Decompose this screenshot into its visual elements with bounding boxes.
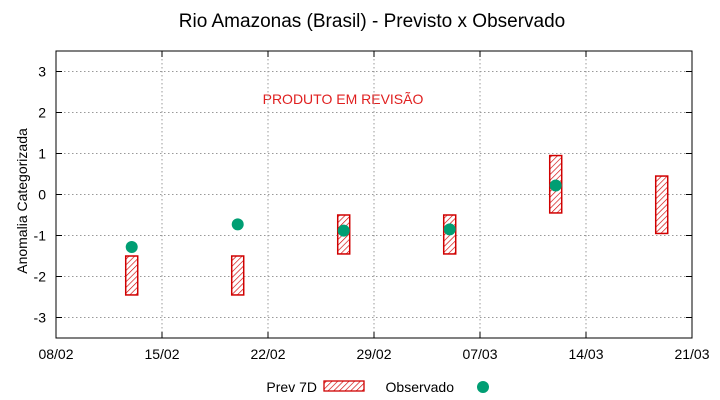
- legend-label-observed: Observado: [386, 379, 455, 395]
- forecast-range-bar: [124, 255, 139, 296]
- y-tick-label: 2: [38, 105, 46, 121]
- legend-swatch-observed: [477, 381, 489, 393]
- x-tick-label: 15/02: [144, 346, 179, 362]
- x-tick-label: 21/03: [674, 346, 709, 362]
- y-tick-label: 1: [38, 146, 46, 162]
- x-tick-label: 22/02: [250, 346, 285, 362]
- x-tick-label: 07/03: [462, 346, 497, 362]
- x-tick-label: 29/02: [356, 346, 391, 362]
- axis-ticks: -3 -2 -1 0 1 2 3 08/02 15/02 22/02 29/02 07/03 14/03…: [34, 51, 710, 362]
- observed-point: [443, 223, 456, 236]
- plot-frame: [55, 50, 693, 339]
- y-tick-label: -2: [34, 269, 47, 285]
- legend: Prev 7D Observado: [266, 379, 489, 395]
- observed-point: [549, 179, 562, 192]
- legend-label-forecast: Prev 7D: [266, 379, 317, 395]
- y-tick-label: 3: [38, 64, 46, 80]
- y-tick-label: -3: [34, 310, 47, 326]
- x-tick-label: 14/03: [568, 346, 603, 362]
- y-tick-label: -1: [34, 228, 47, 244]
- x-tick-label: 08/02: [38, 346, 73, 362]
- y-tick-label: 0: [38, 187, 46, 203]
- observed-point: [125, 240, 138, 253]
- legend-swatch-forecast: [323, 380, 365, 392]
- forecast-range-bar: [230, 255, 245, 296]
- observed-point: [231, 218, 244, 231]
- y-axis-label: Anomalia Categorizada: [14, 128, 30, 274]
- observed-point: [337, 224, 350, 237]
- forecast-range-bar: [654, 175, 669, 235]
- chart-title: Rio Amazonas (Brasil) - Previsto x Obser…: [179, 11, 565, 32]
- observed-points: [125, 179, 562, 253]
- review-annotation: PRODUTO EM REVISÃO: [263, 91, 424, 107]
